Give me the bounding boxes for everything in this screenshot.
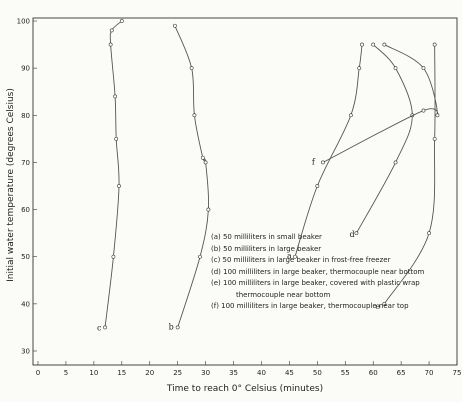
x-tick-label: 40	[257, 369, 266, 377]
data-point-f	[321, 160, 325, 165]
y-tick-label: 100	[17, 18, 30, 26]
plot-frame	[32, 17, 458, 366]
y-tick-label: 50	[21, 253, 30, 261]
data-point-b	[206, 207, 211, 212]
data-point-a	[315, 184, 320, 188]
x-tick-label: 75	[453, 369, 462, 377]
x-axis-ticks: 0 5 10 15 20 25 30 35 40 45 50 55 60 65 70 75	[36, 361, 462, 377]
data-point-c	[113, 94, 117, 99]
data-point-b	[172, 23, 177, 28]
data-point-d	[393, 66, 398, 71]
data-point-f	[435, 113, 440, 118]
x-tick-label: 55	[341, 369, 350, 377]
data-point-d	[354, 231, 359, 236]
curve-label-d: d	[349, 230, 354, 239]
curve-label-b: b	[169, 322, 174, 331]
y-tick-label: 70	[21, 159, 30, 167]
data-point-c	[103, 325, 107, 330]
curve-d	[356, 44, 413, 234]
curve-label-a: a	[287, 252, 292, 261]
data-point-a	[360, 42, 364, 47]
y-axis-ticks: 30 40 50 60 70 80 90 100	[17, 18, 37, 356]
legend: (a) 50 milliliters in small beaker (b) 50…	[211, 233, 425, 310]
curve-label-c: c	[97, 323, 102, 332]
curve-e	[383, 44, 436, 305]
x-tick-label: 60	[369, 369, 378, 377]
x-tick-label: 70	[425, 369, 434, 377]
data-point-c	[109, 28, 114, 33]
data-point-a	[348, 113, 353, 118]
legend-entry: (c) 50 milliliters in large beaker in fr…	[211, 256, 391, 264]
data-point-a	[357, 66, 362, 71]
x-tick-label: 20	[145, 369, 154, 377]
data-point-f	[421, 66, 426, 71]
y-tick-label: 30	[21, 348, 30, 356]
x-tick-label: 30	[201, 369, 210, 377]
legend-entry: (e) 100 milliliters in large beaker, cov…	[211, 279, 420, 287]
curve-f	[322, 44, 439, 163]
curve-b	[174, 25, 210, 328]
y-tick-label: 40	[21, 300, 30, 308]
legend-entry: thermocouple near bottom	[236, 291, 330, 299]
data-point-c	[117, 184, 121, 188]
x-tick-label: 65	[397, 369, 406, 377]
x-tick-label: 15	[117, 369, 126, 377]
curve-c	[104, 20, 123, 328]
data-point-a	[293, 254, 297, 259]
data-point-e	[427, 231, 431, 236]
y-tick-label: 90	[21, 65, 30, 73]
curve-label-e: e	[375, 302, 380, 311]
legend-entry: (a) 50 milliliters in small beaker	[211, 233, 322, 241]
x-tick-label: 50	[313, 369, 322, 377]
curve-label-f: f	[312, 157, 316, 166]
data-point-c	[108, 42, 113, 47]
curves: a b c d e f	[97, 19, 440, 332]
data-point-b	[189, 66, 194, 71]
legend-entry: (b) 50 milliliters in large beaker	[211, 245, 321, 253]
data-point-b	[192, 113, 197, 118]
data-point-b	[203, 160, 208, 165]
data-point-b	[175, 325, 180, 330]
y-tick-label: 60	[21, 206, 30, 214]
x-tick-label: 10	[89, 369, 98, 377]
data-point-b	[198, 254, 202, 259]
x-tick-label: 35	[229, 369, 238, 377]
data-point-e	[382, 301, 387, 306]
data-point-e	[432, 42, 437, 47]
x-tick-label: 45	[285, 369, 294, 377]
legend-entry: (d) 100 milliliters in large beaker, the…	[211, 268, 425, 276]
data-point-f	[382, 42, 387, 47]
legend-entry: (f) 100 milliliters in large beaker, the…	[211, 302, 409, 310]
y-axis-label: Initial water temperature (degrees Celsi…	[6, 88, 16, 282]
x-tick-label: 5	[64, 369, 68, 377]
data-point-d	[371, 42, 376, 47]
data-point-c	[119, 19, 124, 23]
y-tick-label: 80	[21, 112, 30, 120]
data-point-f	[421, 108, 426, 113]
curve-a	[294, 44, 363, 257]
data-point-e	[432, 136, 437, 141]
data-point-b	[200, 155, 205, 160]
data-point-c	[111, 254, 116, 259]
data-point-c	[114, 136, 119, 141]
x-axis-label: Time to reach 0° Celsius (minutes)	[166, 384, 323, 394]
x-tick-label: 0	[36, 369, 40, 377]
x-tick-label: 25	[173, 369, 182, 377]
data-point-d	[393, 160, 398, 165]
